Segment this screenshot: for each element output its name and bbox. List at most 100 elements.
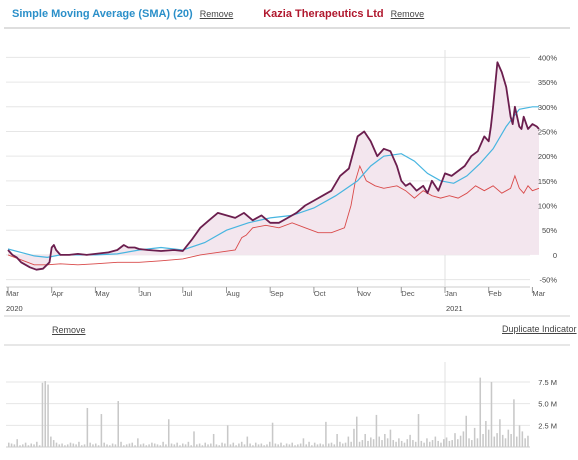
volume-bar [240,441,243,447]
volume-bar [125,444,128,447]
legend-sma-title: Simple Moving Average (SMA) (20) [12,8,193,20]
volume-bar [367,440,369,447]
volume-bar [148,444,150,447]
volume-bar [426,438,428,447]
indicator-remove-link[interactable]: Remove [52,325,86,335]
volume-bar [468,438,470,447]
volume-bar [123,445,125,447]
volume-bar [66,444,69,447]
volume-bar [8,442,10,447]
volume-bar [72,443,75,447]
volume-bar [493,436,496,447]
volume-bar [246,436,249,447]
volume-bar [381,440,383,447]
volume-bar [299,443,302,447]
volume-bar [165,444,167,447]
volume-bar [347,436,350,447]
volume-bar [409,434,411,447]
x-tick-label: May [95,289,109,298]
volume-bar [510,433,512,447]
volume-bar [111,443,114,447]
y-axis-labels: 400% 350% 300% 250% 200% 150% 100% 50% 0 -50% [538,53,558,284]
volume-bar [283,445,285,447]
y-tick-label: 400% [538,53,558,62]
volume-bar [294,445,296,447]
volume-bar [364,433,366,447]
volume-bar [420,440,423,447]
volume-bar [27,445,30,447]
volume-tick-label: 7.5 M [538,378,557,387]
volume-bar [69,442,72,447]
volume-bar [372,439,375,447]
volume-bar [485,420,487,447]
volume-bar [271,422,274,447]
volume-bar [431,440,434,447]
volume-bar [518,425,521,447]
volume-bar [52,440,55,447]
volume-bar [440,442,442,447]
volume-bar [170,443,173,447]
legend-sma-remove-link[interactable]: Remove [199,9,234,19]
plot-area [7,61,540,271]
volume-bar [384,433,386,447]
volume-bar [33,444,35,447]
volume-bar [212,433,215,447]
volume-bar [182,443,184,447]
volume-bar [313,442,316,447]
volume-bar [109,445,111,447]
volume-bar [311,445,313,447]
duplicate-indicator-link[interactable]: Duplicate Indicator [502,324,577,334]
legend-kazia-remove-link[interactable]: Remove [390,9,425,19]
y-tick-label: 300% [538,103,558,112]
volume-bar [95,443,97,447]
volume-bar [207,444,209,447]
volume-tick-label: 2.5 M [538,421,557,430]
x-tick-label: Apr [52,289,64,298]
volume-bar [193,431,195,447]
volume-bar [406,439,409,447]
volume-bar [504,438,507,447]
volume-bar [114,444,117,447]
volume-bar [288,444,291,447]
volume-bar [392,440,395,447]
volume-bar [238,443,240,447]
volume-bar [263,445,265,447]
volume-bar [499,419,501,447]
volume-bar [339,441,341,447]
volume-bar [457,439,459,447]
volume-bar [36,441,38,447]
volume-bar [10,443,13,447]
x-tick-label: Mar [6,289,19,298]
volume-bar [78,441,80,447]
volume-bar [260,443,263,447]
volume-bar [443,439,445,447]
volume-bar [501,434,504,447]
y-tick-label: 100% [538,202,558,211]
volume-bar [196,444,198,447]
volume-bar [325,421,327,447]
volume-bar [285,443,288,447]
volume-bar [13,444,16,447]
volume-bar [358,441,361,447]
volume-bar [106,444,108,447]
volume-bar [386,438,389,447]
volume-bar [139,444,142,447]
y-tick-label: 0 [553,251,557,260]
volume-bar [403,442,406,447]
volume-bar [269,441,271,447]
volume-bar [215,444,218,447]
volume-bar [280,442,282,447]
y-tick-label: -50% [539,276,557,285]
volume-bar [459,435,462,447]
volume-bar [521,431,524,447]
volume-bar [254,442,257,447]
volume-bar [515,436,518,447]
volume-bar [389,429,392,447]
volume-bar [47,384,49,447]
volume-bar [448,440,451,447]
volume-bar [454,433,456,447]
x-tick-label: Jan [445,289,457,298]
volume-bar [24,442,27,447]
volume-bar [487,429,490,447]
